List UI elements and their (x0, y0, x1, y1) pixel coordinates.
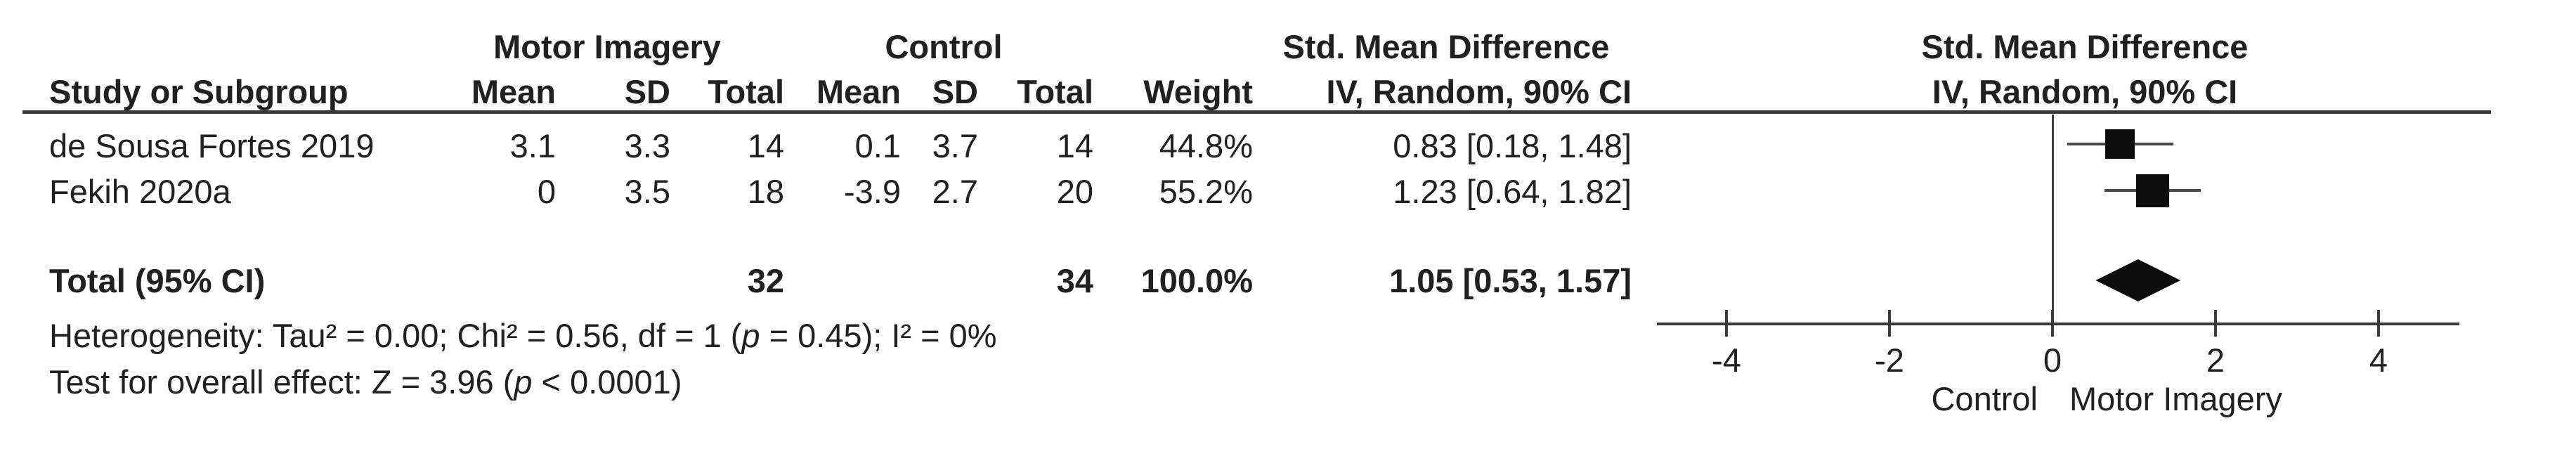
axis-tick-label: 2 (2206, 341, 2225, 379)
mi-sd-value: 3.5 (624, 173, 670, 210)
mi-mean-value: 3.1 (509, 127, 556, 164)
footnote-segment: = 0.45); I² = 0% (760, 317, 997, 354)
study-name: de Sousa Fortes 2019 (49, 127, 375, 164)
header-smd-text-column: Std. Mean Difference (1282, 28, 1610, 65)
study-name: Fekih 2020a (49, 173, 231, 210)
weight-value: 55.2% (1159, 173, 1253, 210)
total-weight: 100.0% (1140, 262, 1253, 299)
c-mean-value: 0.1 (854, 127, 901, 164)
col-header-weight: Weight (1143, 73, 1253, 110)
col-header-iv-plot: IV, Random, 90% CI (1932, 73, 2238, 110)
header-rule (22, 110, 2491, 114)
total-ci: 1.05 [0.53, 1.57] (1389, 262, 1632, 299)
axis-tick-label: 4 (2369, 341, 2388, 379)
heterogeneity-note: Heterogeneity: Tau² = 0.00; Chi² = 0.56,… (49, 319, 997, 352)
c-total-value: 14 (1056, 127, 1093, 164)
total-diamond (2095, 259, 2181, 301)
mi-mean-value: 0 (537, 173, 556, 210)
col-header-mi-total: Total (708, 73, 784, 110)
mi-total-value: 14 (747, 127, 784, 164)
total-label: Total (95% CI) (49, 262, 266, 299)
mi-total-value: 18 (747, 173, 784, 210)
total-mi-n: 32 (747, 262, 784, 299)
total-c-n: 34 (1056, 262, 1093, 299)
study-weight-square (2105, 129, 2135, 159)
col-header-iv-text: IV, Random, 90% CI (1326, 73, 1632, 110)
footnote-segment: < 0.0001) (532, 363, 682, 401)
col-header-mi-sd: SD (624, 73, 670, 110)
axis-tick (1888, 310, 1891, 337)
c-total-value: 20 (1056, 173, 1093, 210)
zero-effect-line (2051, 115, 2054, 337)
c-sd-value: 3.7 (932, 127, 978, 164)
axis-tick (2051, 310, 2054, 337)
overall-effect-note: Test for overall effect: Z = 3.96 (p < 0… (49, 365, 682, 398)
col-header-mi-mean: Mean (471, 73, 556, 110)
study-weight-square (2136, 174, 2170, 207)
axis-tick (2214, 310, 2217, 337)
mi-sd-value: 3.3 (624, 127, 670, 164)
c-mean-value: -3.9 (844, 173, 901, 210)
footnote-segment: p (741, 317, 760, 354)
axis-tick (2377, 310, 2380, 337)
axis-tick-label: -2 (1875, 341, 1904, 379)
col-header-c-sd: SD (932, 73, 978, 110)
ci-value: 1.23 [0.64, 1.82] (1393, 173, 1632, 210)
col-header-study: Study or Subgroup (49, 73, 349, 110)
footnote-segment: p (514, 363, 533, 401)
axis-tick-label: -4 (1712, 341, 1741, 379)
ci-value: 0.83 [0.18, 1.48] (1393, 127, 1632, 164)
col-header-c-total: Total (1017, 73, 1093, 110)
axis-tick (1725, 310, 1728, 337)
axis-tick-label: 0 (2043, 341, 2062, 379)
footnote-segment: Test for overall effect: Z = 3.96 ( (49, 363, 514, 401)
col-header-c-mean: Mean (816, 73, 901, 110)
group-header-control: Control (885, 28, 1003, 65)
group-header-motor-imagery: Motor Imagery (493, 28, 721, 65)
axis-label-favours-control: Control (1931, 380, 2038, 417)
x-axis-line (1657, 323, 2459, 325)
axis-label-favours-motor-imagery: Motor Imagery (2069, 380, 2282, 417)
c-sd-value: 2.7 (932, 173, 978, 210)
header-smd-plot-column: Std. Mean Difference (1921, 28, 2249, 65)
footnote-segment: Heterogeneity: Tau² = 0.00; Chi² = 0.56,… (49, 317, 742, 354)
weight-value: 44.8% (1159, 127, 1253, 164)
